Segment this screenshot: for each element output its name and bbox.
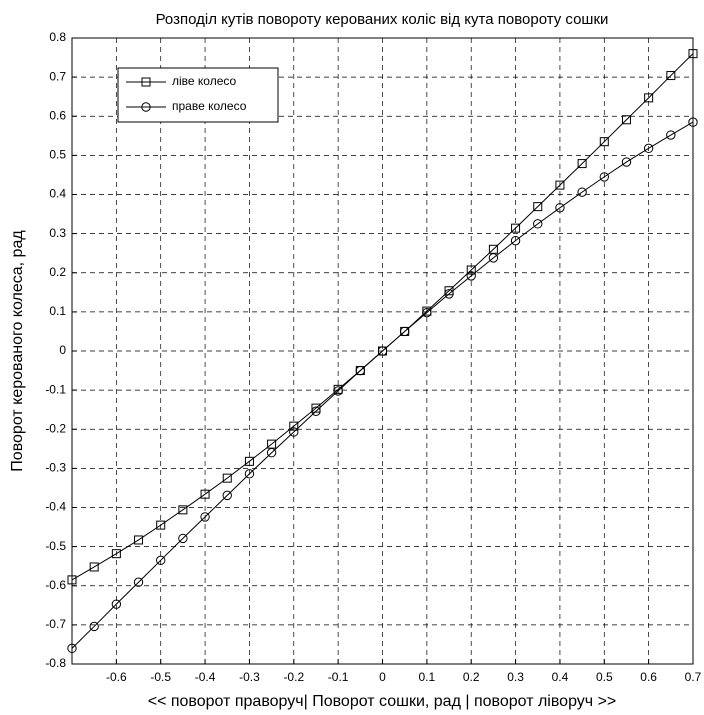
x-tick-label: 0.4 (552, 670, 569, 684)
marker (377, 346, 388, 356)
x-tick-label: 0 (379, 670, 386, 684)
legend-label: ліве колесо (172, 74, 237, 88)
x-tick-label: -0.2 (283, 670, 304, 684)
marker (289, 427, 299, 437)
chart-title: Розподіл кутів повороту керованих коліс … (156, 11, 609, 28)
y-tick-label: -0.1 (45, 382, 66, 396)
marker (533, 219, 543, 229)
marker (488, 253, 499, 263)
marker (222, 473, 232, 483)
marker (644, 93, 654, 103)
marker (577, 187, 587, 197)
marker (555, 180, 565, 190)
marker (156, 520, 166, 530)
y-tick-label: 0.1 (49, 304, 66, 318)
marker (289, 421, 299, 431)
marker (555, 203, 565, 213)
y-tick-label: 0 (59, 343, 66, 357)
marker (266, 448, 277, 458)
marker (466, 265, 476, 275)
marker (355, 365, 366, 376)
marker (533, 202, 543, 212)
marker (178, 533, 188, 544)
marker (222, 490, 232, 501)
x-tick-label: 0.2 (463, 670, 480, 684)
y-tick-label: -0.6 (45, 578, 66, 592)
marker (688, 117, 698, 127)
x-tick-label: 0.6 (640, 670, 657, 684)
marker (510, 235, 521, 246)
y-tick-label: 0.5 (49, 148, 66, 162)
marker (643, 143, 654, 154)
y-axis-label: Поворот керованого колеса, рад (9, 230, 26, 472)
marker (141, 77, 151, 87)
marker (111, 599, 122, 609)
marker (111, 549, 121, 559)
y-tick-label: 0.8 (49, 30, 66, 44)
series-line (71, 121, 694, 649)
marker (156, 555, 166, 566)
marker (666, 71, 676, 81)
marker (688, 49, 698, 59)
legend-box (117, 67, 279, 123)
marker (466, 271, 476, 281)
x-tick-label: 0.1 (419, 670, 436, 684)
marker (67, 575, 77, 585)
marker (422, 307, 432, 318)
marker (311, 406, 321, 416)
x-tick-label: -0.5 (150, 670, 171, 684)
marker (577, 159, 587, 169)
y-tick-label: -0.8 (45, 656, 66, 670)
y-tick-label: 0.7 (49, 69, 66, 83)
y-tick-label: -0.2 (45, 421, 66, 435)
marker (599, 137, 609, 147)
marker (333, 386, 343, 396)
marker (141, 102, 151, 112)
marker (178, 505, 188, 515)
x-tick-label: -0.6 (106, 670, 127, 684)
y-tick-label: 0.3 (49, 226, 66, 240)
marker (89, 621, 99, 632)
marker (666, 130, 676, 140)
x-axis-label: << поворот праворуч| Поворот сошки, рад … (148, 693, 617, 710)
marker (244, 469, 255, 479)
marker (621, 115, 631, 125)
x-tick-label: 0.3 (507, 670, 524, 684)
y-tick-label: -0.5 (45, 539, 66, 553)
marker (399, 326, 410, 337)
marker (200, 512, 210, 522)
x-tick-label: -0.4 (195, 670, 216, 684)
marker (67, 643, 77, 654)
y-tick-label: 0.6 (49, 108, 66, 122)
y-tick-label: 0.4 (49, 187, 66, 201)
y-tick-label: 0.2 (49, 265, 66, 279)
marker (621, 157, 632, 167)
y-tick-label: -0.3 (45, 461, 66, 475)
x-tick-label: 0.7 (685, 670, 702, 684)
marker (133, 577, 144, 587)
x-tick-label: 0.5 (596, 670, 613, 684)
marker (444, 289, 454, 299)
marker (89, 562, 99, 572)
x-tick-label: -0.1 (328, 670, 349, 684)
y-tick-label: -0.4 (45, 500, 66, 514)
legend: ліве колесо праве колесо (117, 67, 279, 123)
x-tick-label: -0.3 (239, 670, 260, 684)
marker (599, 172, 609, 182)
marker (511, 223, 521, 233)
marker (200, 489, 210, 499)
marker (134, 535, 144, 545)
marker (244, 456, 254, 466)
y-tick-label: -0.7 (45, 617, 66, 631)
plot-frame (71, 37, 694, 665)
legend-label: праве колесо (172, 99, 247, 113)
